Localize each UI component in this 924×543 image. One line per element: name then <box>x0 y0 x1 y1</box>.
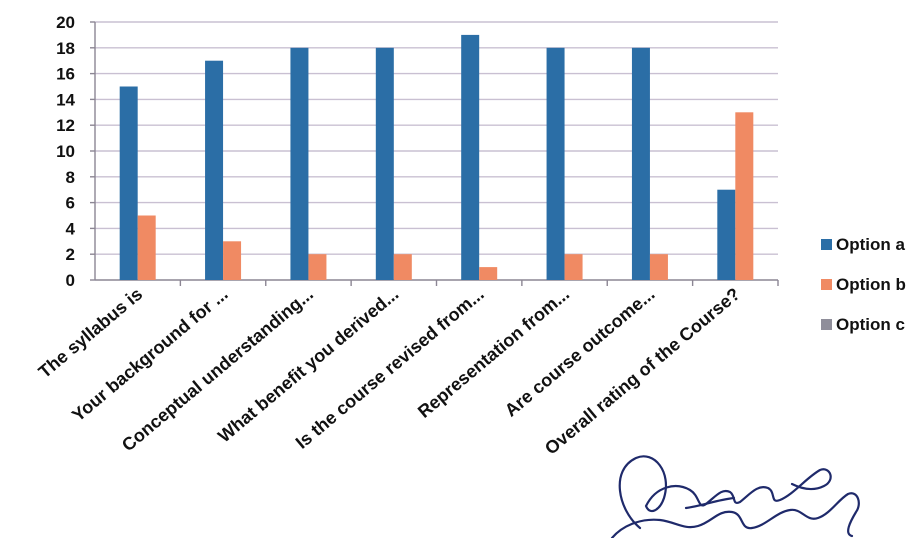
y-tick-label: 12 <box>56 116 75 135</box>
x-tick-label: Are course outcome... <box>501 284 659 421</box>
bar-option-b <box>564 254 583 280</box>
y-tick-label: 10 <box>56 142 75 161</box>
bar-option-a <box>546 47 565 280</box>
bar-option-a <box>290 47 309 280</box>
x-tick-label: What benefit you derived... <box>214 284 402 447</box>
x-tick-label: Representation from... <box>414 284 573 422</box>
bar-option-b <box>479 267 498 280</box>
y-tick-label: 16 <box>56 65 75 84</box>
legend-swatch <box>821 239 832 250</box>
y-tick-label: 6 <box>66 194 75 213</box>
signature <box>610 455 860 540</box>
bar-option-b <box>308 254 327 280</box>
bars-layer <box>119 34 754 281</box>
x-tick-label: Your background for ... <box>68 284 232 426</box>
bar-option-a <box>375 47 394 280</box>
bar-option-a <box>717 189 736 280</box>
y-tick-label: 18 <box>56 39 75 58</box>
y-tick-label: 2 <box>66 245 75 264</box>
bar-option-b <box>735 112 754 280</box>
bar-option-a <box>631 47 650 280</box>
bar-option-a <box>205 60 224 281</box>
bar-option-b <box>137 215 156 280</box>
y-tick-label: 8 <box>66 168 75 187</box>
y-axis-ticks: 0 2 4 6 8 10 12 14 16 18 20 <box>56 13 75 290</box>
y-tick-label: 4 <box>66 219 76 238</box>
legend-label: Option b <box>836 275 906 294</box>
legend: Option a Option b Option c <box>821 235 906 334</box>
legend-label: Option c <box>836 315 905 334</box>
legend-swatch <box>821 279 832 290</box>
legend-swatch <box>821 319 832 330</box>
y-tick-label: 14 <box>56 90 75 109</box>
grid-layer <box>90 21 779 286</box>
bar-option-b <box>649 254 668 280</box>
bar-option-a <box>461 34 480 281</box>
bar-option-a <box>119 86 138 280</box>
y-tick-label: 20 <box>56 13 75 32</box>
bar-option-b <box>393 254 412 280</box>
legend-label: Option a <box>836 235 905 254</box>
bar-option-b <box>223 241 242 280</box>
y-tick-label: 0 <box>66 271 75 290</box>
